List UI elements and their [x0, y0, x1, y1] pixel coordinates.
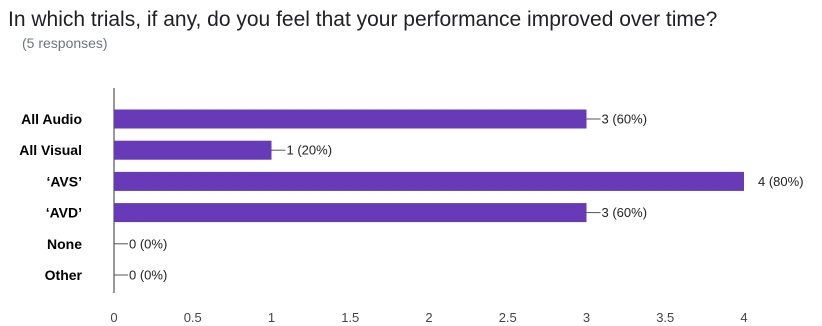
bar[interactable]	[114, 109, 587, 129]
x-tick-label: 0	[110, 310, 117, 325]
category-label: All Audio	[21, 111, 82, 127]
response-count: (5 responses)	[22, 35, 108, 51]
x-tick-label: 0.5	[184, 310, 202, 325]
category-label: All Visual	[19, 142, 82, 158]
category-label: Other	[45, 267, 83, 283]
data-label: 0 (0%)	[129, 268, 167, 283]
data-label: 3 (60%)	[602, 205, 648, 220]
bar[interactable]	[114, 140, 272, 160]
data-label: 4 (80%)	[758, 174, 804, 189]
data-label: 0 (0%)	[129, 236, 167, 251]
x-tick-label: 3	[583, 310, 590, 325]
x-tick-label: 4	[740, 310, 747, 325]
bar[interactable]	[114, 171, 744, 191]
category-label: None	[47, 236, 82, 252]
chart-title: In which trials, if any, do you feel tha…	[8, 8, 718, 31]
category-label: ‘AVD’	[46, 205, 82, 221]
x-tick-label: 2	[425, 310, 432, 325]
x-tick-label: 3.5	[656, 310, 674, 325]
x-tick-label: 2.5	[499, 310, 517, 325]
x-tick-label: 1	[268, 310, 275, 325]
bar[interactable]	[114, 203, 587, 223]
category-label: ‘AVS’	[46, 173, 82, 189]
data-label: 1 (20%)	[287, 143, 333, 158]
data-label: 3 (60%)	[602, 112, 648, 127]
x-tick-label: 1.5	[341, 310, 359, 325]
